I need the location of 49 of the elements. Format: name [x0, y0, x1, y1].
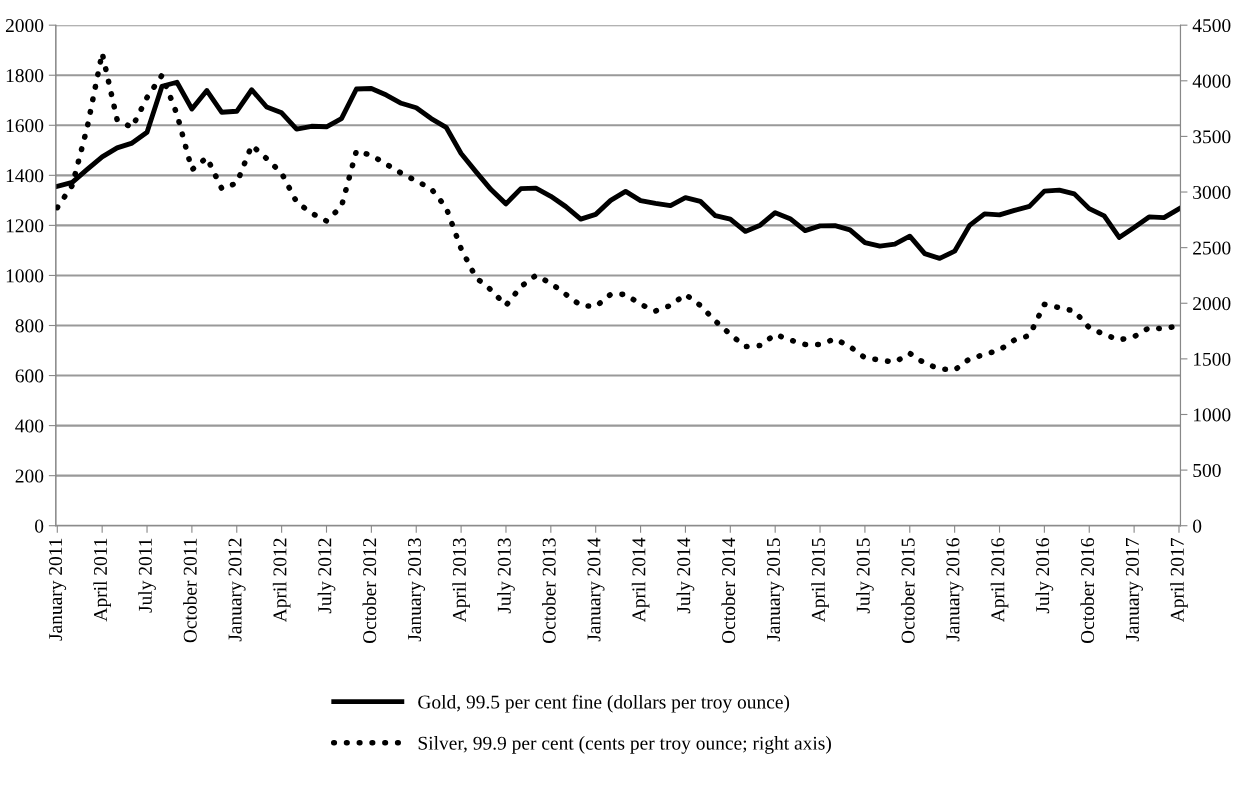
x-tick-label: April 2015	[811, 538, 829, 623]
x-tick-label: April 2012	[272, 538, 291, 623]
x-tick-label: January 2012	[228, 538, 246, 642]
y2-tick-label: 0	[1193, 519, 1202, 533]
x-tick-label: April 2011	[93, 538, 111, 622]
y-tick-label: 1000	[6, 269, 44, 283]
y-tick-label: 400	[15, 419, 44, 433]
x-tick-label: January 2014	[587, 537, 605, 642]
y2-tick-label: 3500	[1193, 130, 1231, 144]
y-tick-label: 1600	[6, 119, 44, 133]
x-tick-label: July 2016	[1035, 538, 1054, 614]
y-tick-label: 1400	[6, 169, 44, 183]
x-tick-label: January 2017	[1125, 538, 1143, 642]
x-tick-label: July 2014	[676, 537, 695, 614]
legend-label: Gold, 99.5 per cent fine (dollars per troy ounce)	[418, 694, 790, 713]
x-tick-label: January 2013	[407, 538, 426, 642]
x-tick-label: January 2015	[766, 538, 784, 642]
y2-tick-label: 3000	[1193, 185, 1231, 199]
y-tick-label: 1200	[6, 219, 44, 233]
x-tick-label: October 2015	[900, 538, 915, 644]
y-tick-label: 200	[15, 469, 44, 483]
y2-tick-label: 4000	[1192, 74, 1231, 88]
x-tick-label: April 2013	[452, 538, 470, 623]
y2-tick-label: 2500	[1193, 241, 1231, 255]
y-tick-label: 800	[15, 319, 44, 333]
x-tick-label: October 2016	[1080, 538, 1095, 644]
x-tick-label: July 2011	[138, 538, 156, 613]
x-tick-label: July 2013	[497, 538, 515, 614]
y-tick-label: 1800	[6, 69, 44, 83]
x-tick-label: October 2014	[721, 537, 736, 644]
x-tick-label: October 2012	[362, 538, 377, 644]
x-tick-label: April 2016	[990, 538, 1009, 623]
x-tick-label: January 2011	[48, 538, 67, 641]
y-tick-label: 600	[15, 369, 44, 383]
y2-tick-label: 1500	[1194, 352, 1231, 366]
x-tick-label: October 2011	[183, 538, 197, 643]
x-tick-label: April 2017	[1170, 538, 1188, 623]
x-tick-label: April 2014	[631, 537, 650, 623]
y2-tick-label: 4500	[1192, 19, 1231, 33]
x-tick-label: July 2012	[317, 538, 336, 614]
x-tick-label: July 2015	[856, 538, 874, 614]
legend-label: Silver, 99.9 per cent (cents per troy ounce; right axis)	[418, 736, 831, 754]
y2-tick-label: 2000	[1193, 297, 1231, 311]
y2-tick-label: 500	[1193, 463, 1221, 478]
y-tick-label: 0	[35, 519, 44, 533]
x-tick-label: January 2016	[946, 538, 964, 642]
y-tick-label: 2000	[5, 19, 44, 33]
y2-tick-label: 1000	[1194, 408, 1231, 422]
x-tick-label: October 2013	[542, 538, 556, 644]
